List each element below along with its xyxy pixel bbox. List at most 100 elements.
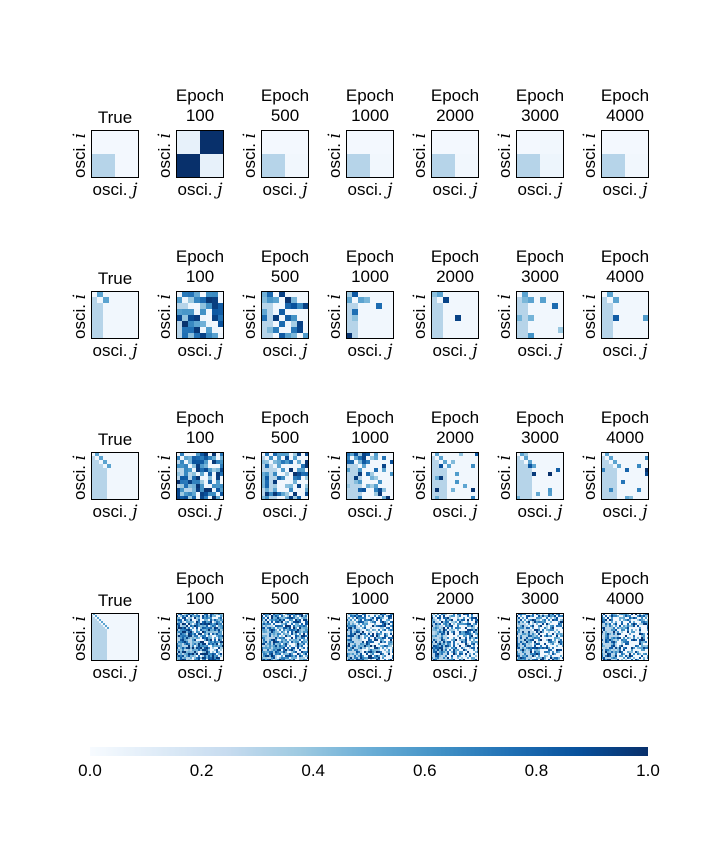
heatmap-cell [95, 623, 98, 626]
heatmap-cell [123, 627, 126, 630]
heatmap-cell [119, 496, 124, 500]
heatmap-cell [532, 643, 535, 646]
heatmap-cell [435, 617, 438, 620]
heatmap-cell [91, 641, 94, 644]
heatmap-cell [113, 619, 116, 622]
heatmap-cell [461, 309, 468, 316]
heatmap-cell [439, 649, 442, 652]
heatmap-cell [386, 615, 389, 618]
heatmap-cell [101, 619, 104, 622]
heatmap-cell [455, 460, 460, 465]
heatmap-cell [184, 468, 189, 473]
heatmap-cell [178, 657, 181, 660]
heatmap-cell [352, 633, 355, 636]
heatmap-cell [91, 297, 98, 304]
heatmap-cell [378, 641, 381, 644]
heatmap-cell [358, 629, 361, 632]
heatmap-cell [137, 617, 139, 620]
heatmap-cell [346, 641, 349, 644]
panel-title: Epoch 4000 [600, 247, 650, 286]
heatmap-cell [366, 643, 369, 646]
heatmap-cell [526, 637, 529, 640]
heatmap-cell [117, 627, 120, 630]
heatmap-cell [546, 617, 549, 620]
heatmap-cell [358, 649, 361, 652]
heatmap-cell [303, 315, 309, 322]
heatmap-cell [380, 643, 383, 646]
heatmap-cell [115, 303, 122, 310]
heatmap-cell [194, 631, 197, 634]
heatmap-cell [261, 619, 264, 622]
heatmap-cell [218, 297, 224, 304]
heatmap-cell [200, 321, 207, 328]
heatmap-cell [364, 643, 367, 646]
heatmap-cell [184, 635, 187, 638]
heatmap-cell [208, 623, 211, 626]
heatmap-cell [453, 645, 456, 648]
heatmap-cell [188, 651, 191, 654]
heatmap-cell [135, 655, 138, 658]
heatmap-cell [305, 621, 308, 624]
heatmap-cell [301, 651, 304, 654]
heatmap-cell [364, 617, 367, 620]
heatmap-cell [350, 492, 355, 497]
heatmap-cell [366, 641, 369, 644]
heatmap-cell [208, 613, 211, 616]
heatmap-cell [473, 327, 479, 334]
heatmap-cell [558, 637, 561, 640]
heatmap-cell [289, 472, 294, 477]
heatmap-cell [273, 460, 278, 465]
heatmap-cell [376, 639, 379, 642]
heatmap-cell [91, 633, 94, 636]
heatmap-cell [91, 637, 94, 640]
heatmap-cell [180, 617, 183, 620]
heatmap-cell [467, 472, 472, 477]
heatmap-cell [97, 629, 100, 632]
heatmap-cell [198, 631, 201, 634]
heatmap-cell [524, 484, 529, 489]
heatmap-cell [524, 629, 527, 632]
heatmap-cell [380, 655, 383, 658]
heatmap-cell [370, 496, 375, 500]
heatmap-cell [273, 623, 276, 626]
heatmap-cell [534, 625, 537, 628]
heatmap-cell [467, 327, 474, 334]
heatmap-cell [445, 615, 448, 618]
heatmap-cell [137, 655, 139, 658]
heatmap-cell [445, 619, 448, 622]
heatmap-cell [301, 468, 306, 473]
heatmap-cell [109, 615, 112, 618]
heatmap-cell [131, 637, 134, 640]
heatmap-cell [192, 647, 195, 650]
heatmap-cell [437, 333, 444, 339]
heatmap-cell [560, 492, 564, 497]
heatmap-cell [435, 476, 440, 481]
heatmap-cell [455, 619, 458, 622]
heatmap-cell [265, 649, 268, 652]
heatmap-cell [354, 480, 359, 485]
heatmap-cell [277, 617, 280, 620]
heatmap-cell [261, 327, 268, 334]
heatmap-cell [382, 476, 387, 481]
heatmap-cell [643, 333, 649, 339]
heatmap-cell [222, 631, 224, 634]
heatmap-cell [218, 303, 224, 310]
heatmap-cell [216, 464, 221, 469]
heatmap-cell [352, 333, 359, 339]
heatmap-cell [123, 613, 126, 616]
heatmap-cell [619, 321, 626, 328]
heatmap-cell [544, 456, 549, 461]
heatmap-cell [538, 641, 541, 644]
heatmap-cell [619, 291, 626, 298]
heatmap-cell [212, 641, 215, 644]
heatmap-cell [390, 496, 394, 500]
heatmap-cell [279, 621, 282, 624]
heatmap-cell [273, 655, 276, 658]
heatmap-cell [212, 635, 215, 638]
heatmap-cell [265, 637, 268, 640]
heatmap-cell [107, 645, 110, 648]
heatmap-cell [210, 627, 213, 630]
heatmap-cell [453, 633, 456, 636]
heatmap-cell [200, 625, 203, 628]
heatmap-cell [532, 625, 535, 628]
